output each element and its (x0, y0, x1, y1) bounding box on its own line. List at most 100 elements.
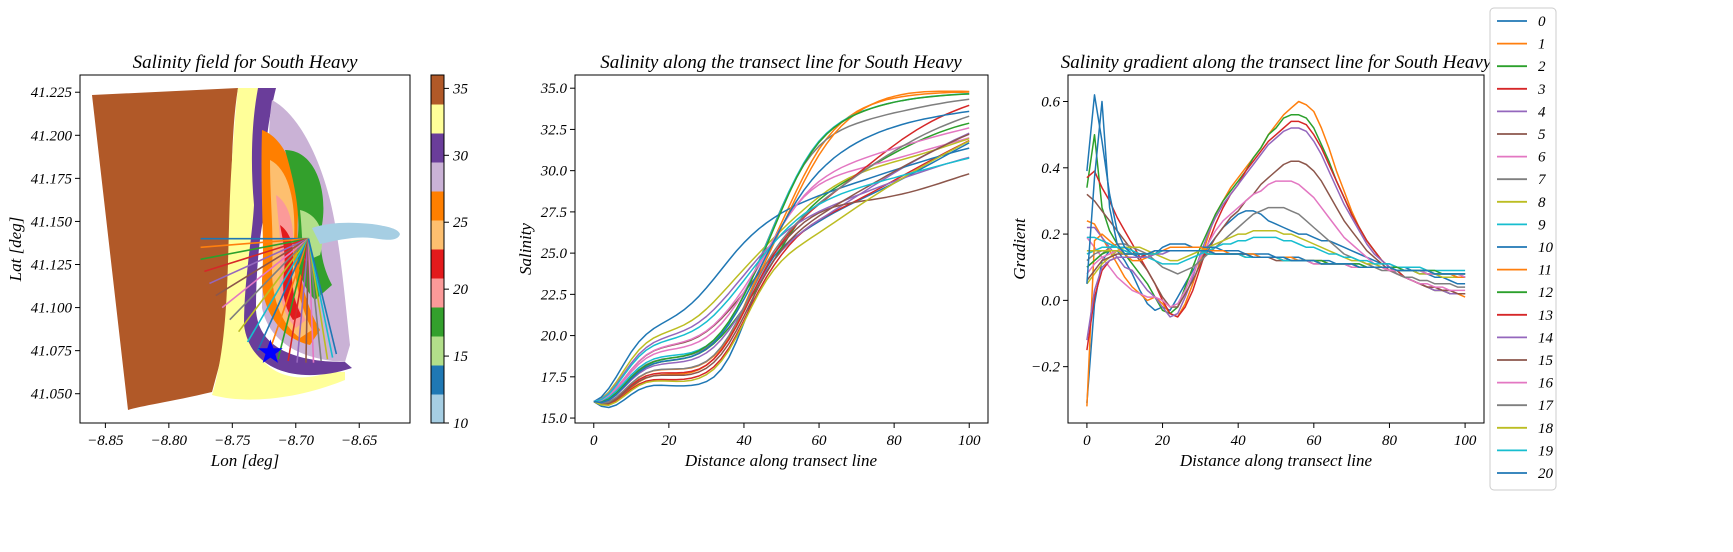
series-10-line (1086, 94, 1466, 278)
transect-line-4 (209, 237, 309, 285)
transect-line-16 (307, 238, 315, 363)
x-tick-label: −8.65 (341, 433, 378, 449)
salinity-frame (574, 74, 989, 424)
series-18-line (593, 140, 970, 406)
x-tick-label: 60 (812, 433, 828, 449)
legend-label-9: 9 (1538, 217, 1546, 233)
series-17-line (593, 115, 970, 405)
salinity-x-ticks: 0 20 40 60 80 100 (590, 423, 981, 449)
x-tick-label: 60 (1306, 433, 1322, 449)
legend-label-14: 14 (1538, 330, 1554, 346)
colorbar-segment-6 (431, 220, 444, 250)
series-3-line (1086, 120, 1466, 318)
transect-line-3 (204, 237, 309, 273)
y-tick-label: 0.4 (1041, 161, 1060, 177)
colorbar-segment-0 (431, 394, 444, 424)
transect-line-7 (229, 238, 310, 321)
colorbar-tick-label: 10 (453, 416, 469, 432)
transect-lines (200, 237, 338, 363)
legend-label-7: 7 (1538, 172, 1547, 188)
legend-label-11: 11 (1538, 263, 1552, 279)
x-tick-label: 0 (590, 433, 598, 449)
y-tick-label: 41.100 (31, 301, 73, 317)
legend-box (1489, 7, 1557, 491)
series-7-line (1086, 206, 1466, 288)
colorbar-segment-9 (431, 133, 444, 163)
series-20-line (1086, 100, 1466, 284)
salinity-y-label: Salinity (516, 223, 535, 275)
legend-label-19: 19 (1538, 443, 1554, 459)
gradient-y-ticks: −0.2 0.0 0.2 0.4 0.6 (1031, 95, 1068, 376)
legend-label-4: 4 (1538, 104, 1546, 120)
series-8-line (593, 137, 970, 403)
x-tick-label: 80 (887, 433, 903, 449)
colorbar-segment-4 (431, 278, 444, 308)
legend-label-0: 0 (1538, 14, 1546, 30)
colorbar-segment-5 (431, 249, 444, 279)
transect-line-10 (256, 238, 310, 351)
legend-label-15: 15 (1538, 353, 1554, 369)
y-tick-label: 0.6 (1041, 95, 1060, 111)
series-15-line (593, 133, 970, 405)
y-tick-label: 25.0 (541, 246, 568, 262)
band-29 (244, 88, 352, 376)
x-tick-label: 20 (661, 433, 677, 449)
legend-label-18: 18 (1538, 421, 1554, 437)
colorbar-segment-8 (431, 162, 444, 192)
colorbar-tick-label: 20 (453, 282, 469, 298)
salinity-y-ticks: 15.0 17.5 20.0 22.5 25.0 27.5 30.0 32.5 35.0 (540, 81, 575, 427)
series-2-line (1086, 114, 1466, 315)
series-6-line (593, 137, 970, 403)
series-4-line (1086, 127, 1466, 318)
colorbar-segment-11 (431, 75, 444, 105)
legend-label-12: 12 (1538, 285, 1554, 301)
x-tick-label: 0 (1083, 433, 1091, 449)
transect-line-9 (246, 238, 310, 343)
y-tick-label: 15.0 (541, 411, 568, 427)
series-19-line (593, 157, 970, 403)
y-tick-label: 41.225 (31, 85, 73, 101)
series-0-line (1086, 210, 1466, 404)
transect-line-12 (277, 238, 310, 360)
gradient-panel: Salinity gradient along the transect lin… (1010, 52, 1492, 470)
transect-line-5 (215, 237, 309, 297)
map-title: Salinity field for South Heavy (133, 52, 358, 73)
colorbar-segment-1 (431, 365, 444, 395)
colorbar-segment-10 (431, 104, 444, 134)
y-tick-label: 41.175 (31, 171, 73, 187)
colorbar-segment-3 (431, 307, 444, 337)
y-tick-label: −0.2 (1031, 360, 1060, 376)
gradient-x-label: Distance along transect line (1179, 451, 1373, 470)
legend-label-2: 2 (1538, 59, 1546, 75)
y-tick-label: 41.075 (31, 344, 73, 360)
x-tick-label: 40 (736, 433, 752, 449)
legend-label-6: 6 (1538, 150, 1546, 166)
transect-line-13 (287, 238, 310, 362)
map-frame (79, 74, 411, 424)
colorbar-tick-label: 15 (453, 349, 469, 365)
x-tick-label: 40 (1231, 433, 1247, 449)
y-tick-label: 41.150 (31, 214, 73, 230)
colorbar-frame (430, 74, 445, 424)
x-tick-label: −8.80 (151, 433, 188, 449)
transect-line-1 (200, 237, 309, 249)
y-tick-label: 41.125 (31, 258, 73, 274)
origin-star (258, 339, 283, 363)
y-tick-label: 30.0 (540, 164, 568, 180)
map-x-label: Lon [deg] (210, 451, 279, 470)
estuary-plume (312, 222, 400, 244)
transect-line-2 (200, 237, 309, 261)
salinity-title: Salinity along the transect line for Sou… (600, 52, 962, 73)
y-tick-label: 22.5 (541, 287, 568, 303)
salinity-field (92, 88, 400, 410)
y-tick-label: 20.0 (541, 329, 568, 345)
map-x-ticks: −8.85 −8.80 −8.75 −8.70 −8.65 (87, 423, 378, 449)
legend-label-13: 13 (1538, 308, 1553, 324)
gradient-x-ticks: 0 20 40 60 80 100 (1083, 423, 1477, 449)
y-tick-label: 35.0 (540, 81, 568, 97)
series-13-line (593, 104, 970, 405)
transect-line-14 (296, 238, 310, 363)
